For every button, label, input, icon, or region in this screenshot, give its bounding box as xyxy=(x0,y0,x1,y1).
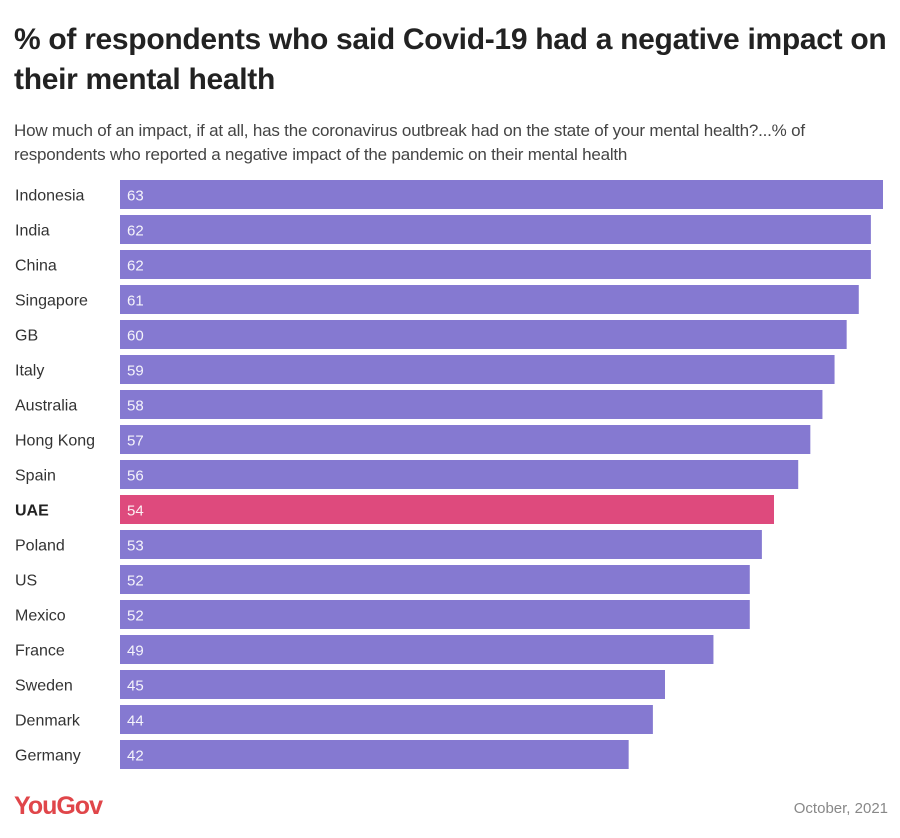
bar xyxy=(120,460,799,489)
bar-row: Hong Kong 57 xyxy=(15,425,811,454)
category-label: Germany xyxy=(15,748,81,765)
value-label: 44 xyxy=(127,713,144,730)
category-label: Denmark xyxy=(15,713,81,730)
category-label: Spain xyxy=(15,468,56,485)
value-label: 62 xyxy=(127,223,144,240)
category-label: Hong Kong xyxy=(15,433,95,450)
bar xyxy=(120,390,823,419)
value-label: 56 xyxy=(127,468,144,485)
value-label: 49 xyxy=(127,643,144,660)
value-label: 52 xyxy=(127,573,144,590)
bar xyxy=(120,180,883,209)
bar-row: China 62 xyxy=(15,250,871,279)
bar xyxy=(120,635,714,664)
bar-row: Poland 53 xyxy=(15,530,762,559)
value-label: 61 xyxy=(127,293,144,310)
category-label: Poland xyxy=(15,538,65,555)
bar-highlighted xyxy=(120,495,774,524)
category-label: Indonesia xyxy=(15,188,84,205)
bar xyxy=(120,705,653,734)
bar xyxy=(120,670,665,699)
yougov-logo: YouGov xyxy=(14,792,103,820)
chart-subtitle: How much of an impact, if at all, has th… xyxy=(14,121,805,164)
value-label: 62 xyxy=(127,258,144,275)
bar-row: Mexico 52 xyxy=(15,600,750,629)
bar-row: Australia 58 xyxy=(15,390,823,419)
category-label: UAE xyxy=(15,503,49,520)
category-label: Italy xyxy=(15,363,44,380)
bar-row: GB 60 xyxy=(15,320,847,349)
bar xyxy=(120,565,750,594)
value-label: 54 xyxy=(127,503,144,520)
bar-row: India 62 xyxy=(15,215,871,244)
bar xyxy=(120,355,835,384)
category-label: Sweden xyxy=(15,678,73,695)
value-label: 58 xyxy=(127,398,144,415)
category-label: China xyxy=(15,258,57,275)
bar-row: Denmark 44 xyxy=(15,705,653,734)
bar xyxy=(120,285,859,314)
bar-row: US 52 xyxy=(15,565,750,594)
category-label: Mexico xyxy=(15,608,66,625)
value-label: 45 xyxy=(127,678,144,695)
bar-row: Italy 59 xyxy=(15,355,835,384)
value-label: 59 xyxy=(127,363,144,380)
bar xyxy=(120,530,762,559)
bar-row: Singapore 61 xyxy=(15,285,859,314)
bar-row: UAE 54 xyxy=(15,495,774,524)
date-label: October, 2021 xyxy=(793,800,888,817)
bar xyxy=(120,320,847,349)
bar xyxy=(120,600,750,629)
bar-row: Germany 42 xyxy=(15,740,629,769)
bar-row: France 49 xyxy=(15,635,714,664)
bar-row: Spain 56 xyxy=(15,460,799,489)
value-label: 63 xyxy=(127,188,144,205)
value-label: 52 xyxy=(127,608,144,625)
category-label: India xyxy=(15,223,50,240)
value-label: 57 xyxy=(127,433,144,450)
category-label: US xyxy=(15,573,37,590)
category-label: France xyxy=(15,643,65,660)
bar xyxy=(120,215,871,244)
value-label: 42 xyxy=(127,748,144,765)
value-label: 60 xyxy=(127,328,144,345)
chart-title: % of respondents who said Covid-19 had a… xyxy=(14,23,887,96)
bar xyxy=(120,740,629,769)
value-label: 53 xyxy=(127,538,144,555)
bar xyxy=(120,250,871,279)
bar-row: Sweden 45 xyxy=(15,670,665,699)
bar-row: Indonesia 63 xyxy=(15,180,883,209)
bar xyxy=(120,425,811,454)
category-label: Singapore xyxy=(15,293,88,310)
category-label: GB xyxy=(15,328,38,345)
category-label: Australia xyxy=(15,398,77,415)
